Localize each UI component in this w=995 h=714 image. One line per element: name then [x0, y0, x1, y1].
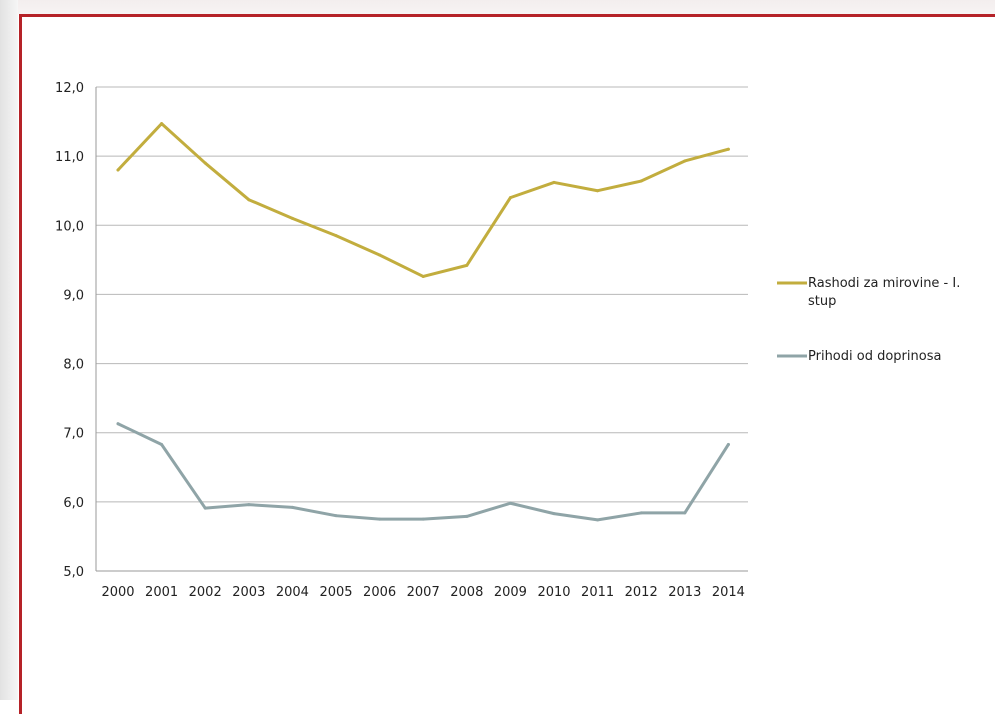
data-point — [421, 517, 425, 521]
y-tick-label: 10,0 — [55, 219, 84, 234]
x-tick-label: 2008 — [450, 585, 483, 600]
y-tick-label: 9,0 — [63, 288, 84, 303]
x-tick-label: 2007 — [407, 585, 440, 600]
series-line-0 — [116, 122, 730, 278]
data-point — [378, 517, 382, 521]
legend-label: stup — [808, 294, 836, 309]
data-point — [247, 198, 251, 202]
x-tick-label: 2014 — [712, 585, 745, 600]
data-point — [203, 506, 207, 510]
window-top-shadow — [0, 0, 995, 14]
data-point — [465, 263, 469, 267]
data-point — [334, 514, 338, 518]
y-tick-label: 5,0 — [63, 565, 84, 580]
data-point — [639, 179, 643, 183]
x-tick-label: 2011 — [581, 585, 614, 600]
data-point — [290, 505, 294, 509]
data-point — [160, 442, 164, 446]
legend-label: Rashodi za mirovine - I. — [808, 276, 960, 291]
y-tick-label: 6,0 — [63, 496, 84, 511]
legend: Rashodi za mirovine - I. stup Prihodi od d… — [777, 276, 960, 364]
data-point — [552, 180, 556, 184]
y-tick-label: 7,0 — [63, 427, 84, 442]
data-point — [290, 216, 294, 220]
data-point — [247, 503, 251, 507]
series-lines — [116, 122, 730, 522]
y-tick-label: 8,0 — [63, 358, 84, 373]
data-point — [726, 442, 730, 446]
x-tick-label: 2012 — [625, 585, 658, 600]
x-axis-ticks: 2000 2001 2002 2003 2004 2005 2006 2007 2008 2009… — [101, 585, 744, 600]
legend-label: Prihodi od doprinosa — [808, 349, 941, 364]
grid-lines — [96, 86, 748, 572]
x-tick-label: 2009 — [494, 585, 527, 600]
x-tick-label: 2002 — [189, 585, 222, 600]
data-point — [421, 274, 425, 278]
data-point — [465, 514, 469, 518]
data-point — [639, 511, 643, 515]
data-point — [683, 511, 687, 515]
data-point — [160, 122, 164, 126]
x-tick-label: 2006 — [363, 585, 396, 600]
data-point — [596, 518, 600, 522]
x-tick-label: 2010 — [537, 585, 570, 600]
data-point — [378, 253, 382, 257]
data-point — [116, 422, 120, 426]
y-tick-label: 12,0 — [55, 81, 84, 96]
x-tick-label: 2013 — [668, 585, 701, 600]
data-point — [683, 159, 687, 163]
x-tick-label: 2001 — [145, 585, 178, 600]
data-point — [596, 189, 600, 193]
data-point — [334, 234, 338, 238]
x-tick-label: 2004 — [276, 585, 309, 600]
data-point — [552, 512, 556, 516]
x-tick-label: 2000 — [101, 585, 134, 600]
x-tick-label: 2003 — [232, 585, 265, 600]
y-tick-label: 11,0 — [55, 150, 84, 165]
window-left-shadow — [0, 0, 18, 700]
y-axis-ticks: 5,0 6,0 7,0 8,0 9,0 10,0 11,0 12,0 — [55, 81, 84, 580]
data-point — [116, 168, 120, 172]
data-point — [508, 501, 512, 505]
data-point — [508, 196, 512, 200]
data-point — [726, 147, 730, 151]
series-line-1 — [116, 422, 730, 522]
x-tick-label: 2005 — [319, 585, 352, 600]
data-point — [203, 161, 207, 165]
